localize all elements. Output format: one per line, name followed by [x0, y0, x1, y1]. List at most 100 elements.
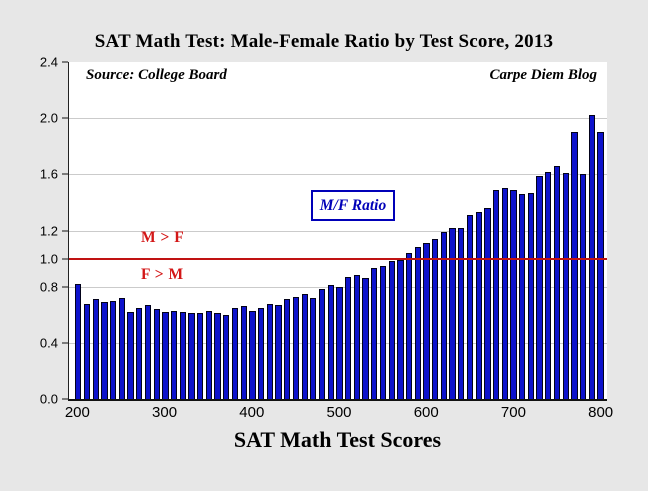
y-tick-label: 0.8: [39, 279, 58, 295]
x-axis: 200 300 400 500 600 700 800: [65, 404, 613, 424]
y-tick-label: 0.0: [39, 391, 58, 407]
bar-670: [484, 208, 491, 399]
bar-740: [545, 171, 552, 399]
bar-380: [231, 307, 239, 399]
y-tick-mark: [62, 117, 68, 119]
y-axis: 0.0 0.4 0.8 1.0 1.2 1.6 2.0 2.4: [0, 55, 68, 407]
bar-slot-340: [196, 62, 205, 399]
bar-260: [127, 311, 134, 399]
male-greater-label: M > F: [141, 229, 185, 246]
y-tick-label: 2.0: [39, 110, 58, 126]
bar-slot-360: [213, 62, 222, 399]
bar-slot-450: [292, 62, 301, 399]
bar-slot-280: [144, 62, 153, 399]
bar-540: [371, 268, 378, 399]
bar-slot-320: [178, 62, 187, 399]
y-tick-mark: [62, 61, 68, 63]
bar-series: [74, 62, 605, 399]
bar-slot-200: [74, 62, 83, 399]
bar-280: [144, 304, 152, 399]
legend-label: M/F Ratio: [319, 196, 387, 214]
bar-350: [205, 310, 213, 399]
bar-710: [519, 194, 526, 399]
bar-430: [275, 304, 282, 399]
bar-570: [397, 260, 404, 399]
bar-760: [562, 172, 569, 399]
bar-210: [83, 303, 91, 399]
bar-slot-760: [561, 62, 570, 399]
x-tick-600: 600: [413, 404, 439, 421]
bar-slot-240: [109, 62, 118, 399]
bar-730: [536, 175, 543, 399]
gridline: [69, 174, 607, 176]
bar-slot-300: [161, 62, 170, 399]
y-tick-2.4: 2.4: [40, 55, 68, 70]
bar-slot-610: [431, 62, 440, 399]
bar-slot-650: [466, 62, 475, 399]
gridline: [69, 230, 607, 232]
bar-310: [170, 310, 178, 399]
y-tick-1.0: 1.0: [40, 251, 68, 266]
bar-480: [318, 289, 326, 399]
bar-340: [197, 313, 204, 399]
bar-slot-430: [274, 62, 283, 399]
y-tick-mark: [62, 258, 68, 260]
bar-slot-260: [126, 62, 135, 399]
bar-580: [405, 252, 413, 399]
bar-slot-540: [370, 62, 379, 399]
y-tick-1.2: 1.2: [40, 223, 68, 238]
x-tick-700: 700: [500, 404, 526, 421]
bar-270: [136, 307, 143, 399]
x-axis-title: SAT Math Test Scores: [233, 427, 442, 452]
y-tick-label: 1.6: [39, 166, 58, 182]
bar-230: [101, 302, 108, 399]
bar-slot-690: [500, 62, 509, 399]
bar-290: [153, 309, 160, 399]
y-tick-0.4: 0.4: [40, 335, 68, 350]
bar-620: [440, 231, 448, 399]
legend-box: M/F Ratio: [311, 190, 395, 221]
bar-420: [266, 303, 273, 399]
bar-slot-330: [187, 62, 196, 399]
bar-slot-800: [596, 62, 605, 399]
y-tick-label: 2.4: [39, 54, 58, 70]
x-tick-200: 200: [64, 404, 90, 421]
bar-slot-550: [379, 62, 388, 399]
bar-slot-530: [361, 62, 370, 399]
y-tick-0.0: 0.0: [40, 392, 68, 407]
bar-slot-700: [509, 62, 518, 399]
bar-slot-380: [231, 62, 240, 399]
bar-slot-640: [457, 62, 466, 399]
female-greater-label: F > M: [141, 266, 184, 283]
bar-slot-210: [83, 62, 92, 399]
bar-slot-790: [587, 62, 596, 399]
bar-slot-490: [326, 62, 335, 399]
bar-520: [353, 275, 360, 399]
y-tick-mark: [62, 173, 68, 175]
bar-660: [475, 212, 482, 399]
bar-slot-620: [440, 62, 449, 399]
bar-470: [310, 297, 317, 399]
bar-530: [362, 278, 369, 399]
x-tick-800: 800: [588, 404, 614, 421]
bar-slot-310: [170, 62, 179, 399]
bar-slot-590: [413, 62, 422, 399]
bar-slot-470: [309, 62, 318, 399]
x-tick-300: 300: [152, 404, 178, 421]
source-note: Source: College Board: [86, 67, 227, 83]
bar-770: [571, 132, 578, 399]
x-tick-500: 500: [326, 404, 352, 421]
bar-410: [257, 307, 265, 399]
y-tick-mark: [62, 230, 68, 231]
bar-200: [75, 283, 82, 399]
bar-slot-440: [283, 62, 292, 399]
bar-slot-410: [257, 62, 266, 399]
blog-credit: Carpe Diem Blog: [489, 67, 598, 83]
bar-240: [110, 300, 117, 399]
bar-780: [580, 174, 587, 399]
bar-370: [223, 314, 230, 399]
bar-slot-740: [544, 62, 553, 399]
bar-slot-230: [100, 62, 109, 399]
y-tick-0.8: 0.8: [40, 279, 68, 294]
